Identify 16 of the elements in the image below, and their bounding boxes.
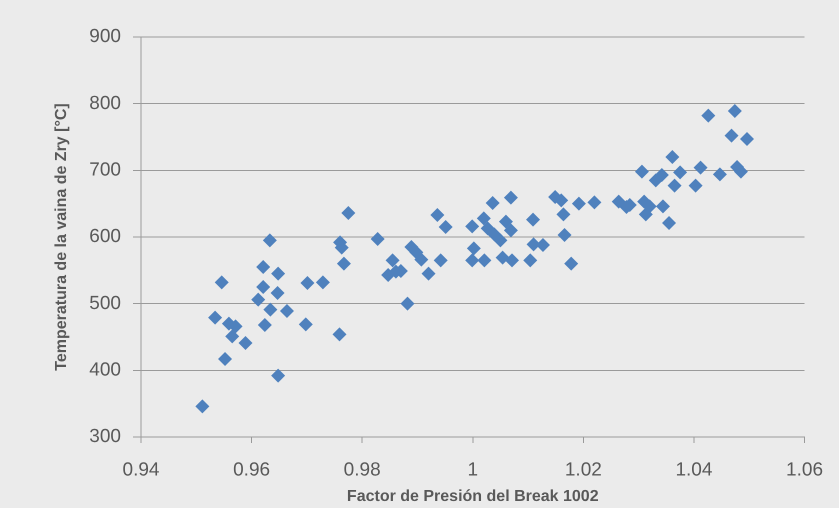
y-tick-label: 600 xyxy=(89,226,121,248)
y-tick-label: 800 xyxy=(89,92,121,114)
y-axis-title: Temperatura de la vaina de Zry [°C] xyxy=(53,103,70,371)
x-tick-label: 1.04 xyxy=(675,460,713,481)
x-tick-label: 0.98 xyxy=(344,460,381,481)
y-tick-label: 500 xyxy=(89,292,121,314)
x-axis-title: Factor de Presión del Break 1002 xyxy=(346,488,599,505)
y-tick-label: 400 xyxy=(89,360,121,381)
x-tick-label: 1.02 xyxy=(564,460,602,481)
y-tick-label: 300 xyxy=(89,426,121,448)
x-tick-label: 1 xyxy=(467,460,478,481)
y-tick-label: 900 xyxy=(89,26,121,48)
x-tick-label: 1.06 xyxy=(786,460,823,481)
x-tick-label: 0.96 xyxy=(233,460,270,481)
y-tick-label: 700 xyxy=(89,160,121,181)
x-tick-label: 0.94 xyxy=(122,460,160,481)
